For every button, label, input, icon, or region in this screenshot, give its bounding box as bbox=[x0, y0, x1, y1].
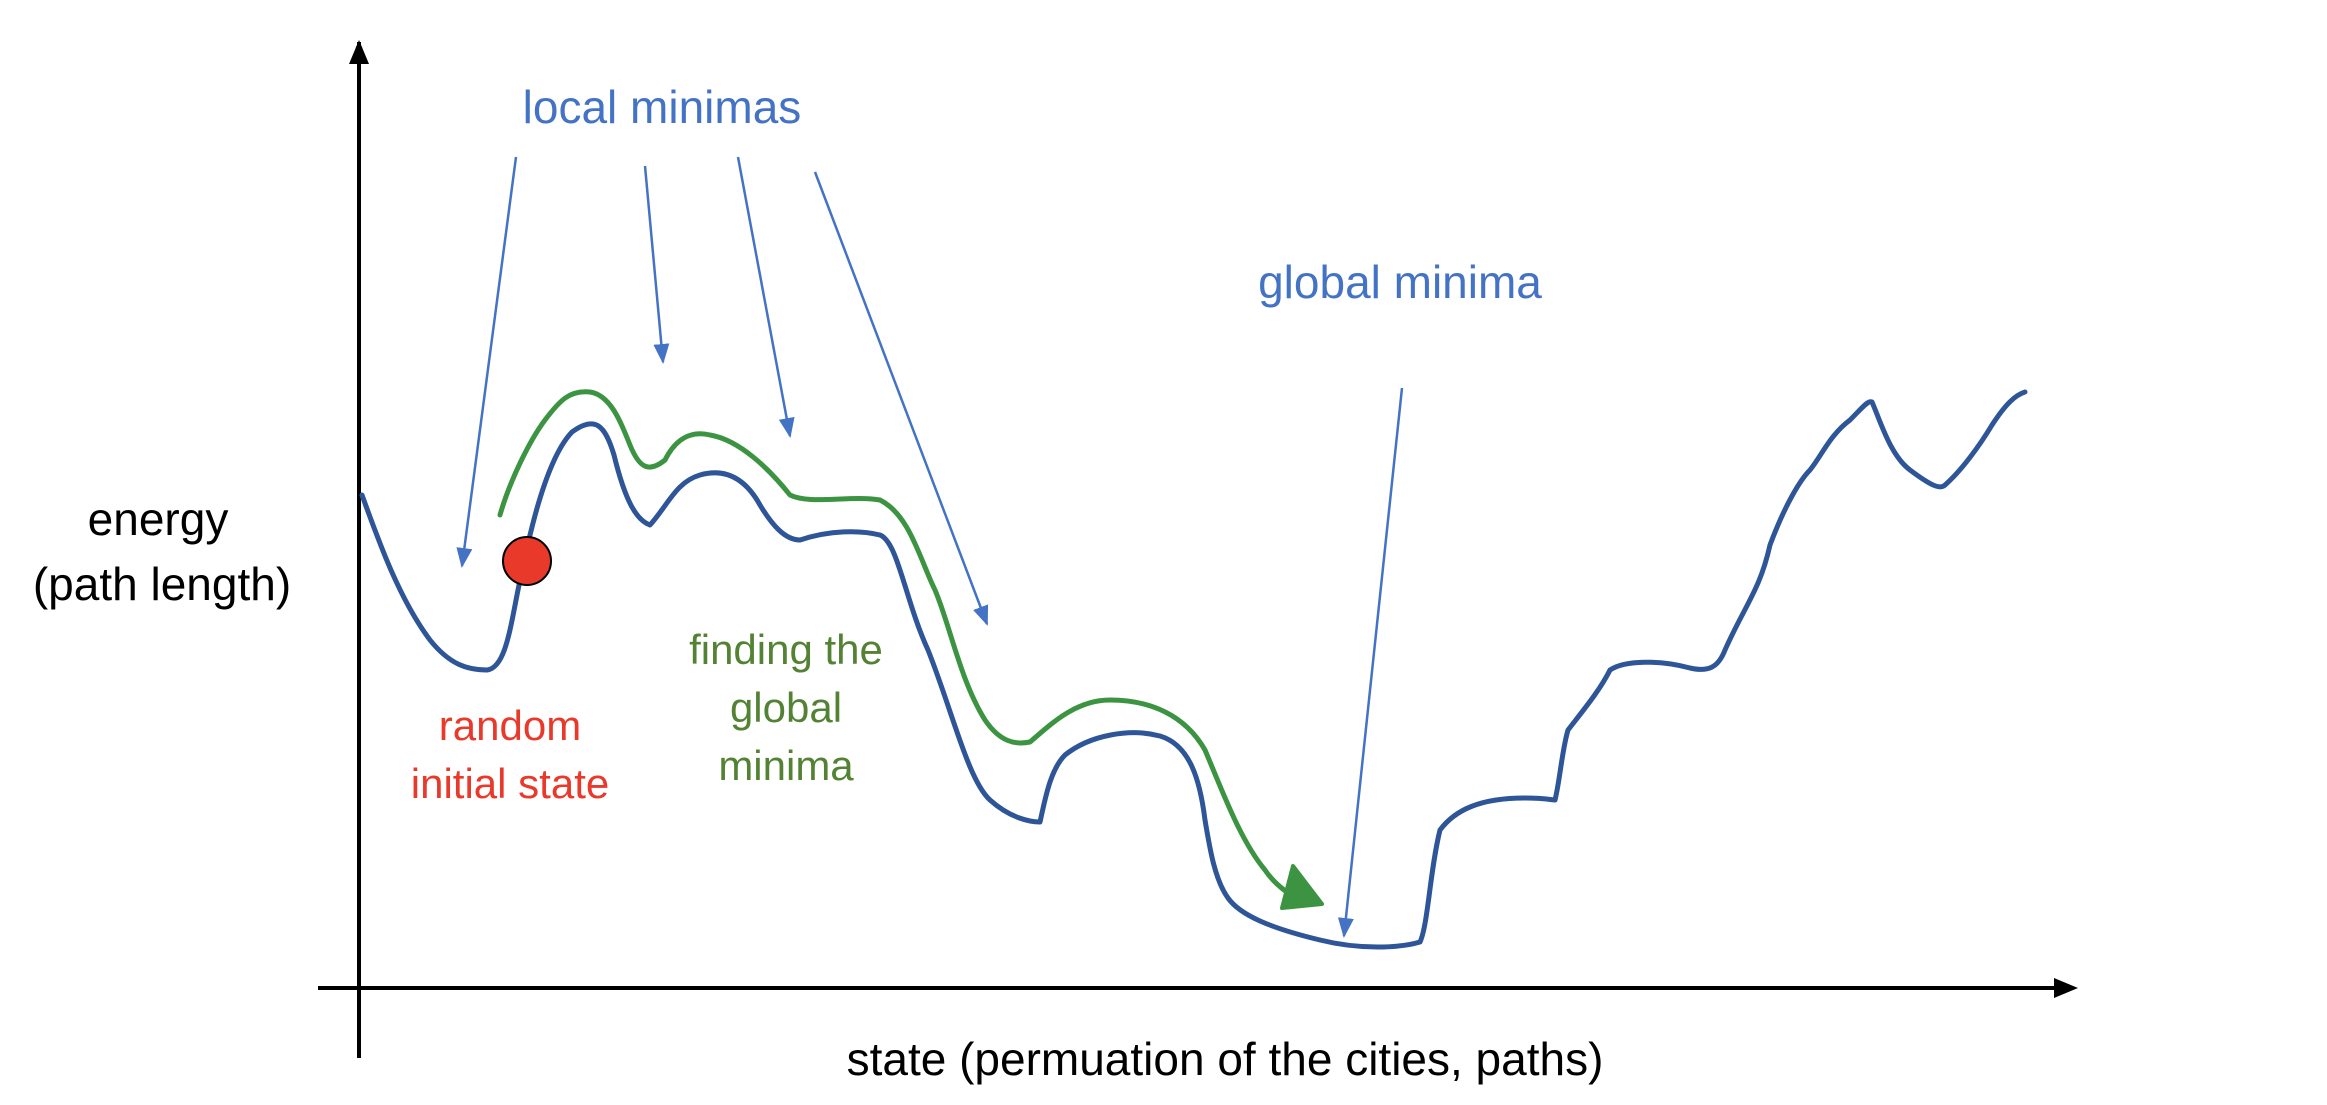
local-minima-arrow-2 bbox=[643, 165, 670, 364]
search-path bbox=[497, 389, 1303, 903]
finding-label-line3: minima bbox=[718, 742, 854, 789]
initial-state-marker bbox=[502, 536, 552, 586]
local-minima-arrow-4 bbox=[813, 171, 989, 626]
random-label-line2: initial state bbox=[411, 760, 609, 807]
finding-label-line2: global bbox=[730, 684, 842, 731]
finding-label-line1: finding the bbox=[689, 626, 883, 673]
local-minimas-label: local minimas bbox=[523, 81, 802, 133]
global-minima-label: global minima bbox=[1258, 256, 1542, 308]
y-axis-arrowhead bbox=[349, 40, 369, 64]
x-axis-arrowhead bbox=[2054, 978, 2078, 998]
y-axis-label-line2: (path length) bbox=[33, 558, 291, 610]
energy-curve bbox=[359, 389, 2028, 950]
local-minima-arrow-3 bbox=[736, 156, 795, 438]
search-path-arrowhead bbox=[1280, 864, 1324, 910]
local-minima-arrow-1 bbox=[456, 156, 518, 568]
global-minima-arrow bbox=[1337, 387, 1404, 938]
x-axis-label: state (permuation of the cities, paths) bbox=[847, 1033, 1604, 1085]
random-label-line1: random bbox=[439, 702, 581, 749]
y-axis-label-line1: energy bbox=[88, 493, 229, 545]
